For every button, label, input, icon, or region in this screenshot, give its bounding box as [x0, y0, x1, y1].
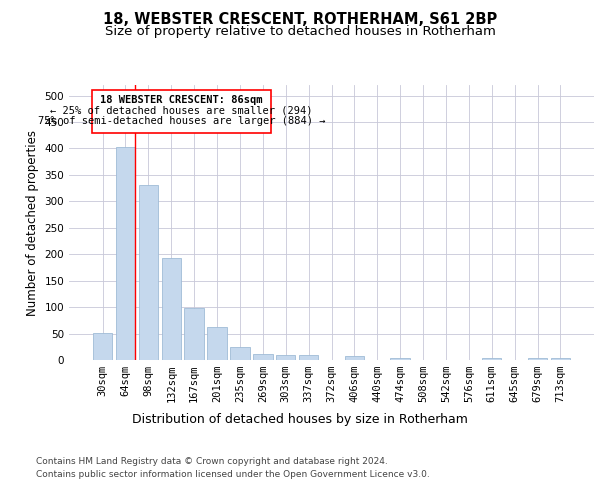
Bar: [184, 308, 204, 360]
Bar: [551, 358, 570, 360]
Y-axis label: Number of detached properties: Number of detached properties: [26, 130, 39, 316]
Text: 18, WEBSTER CRESCENT, ROTHERHAM, S61 2BP: 18, WEBSTER CRESCENT, ROTHERHAM, S61 2BP: [103, 12, 497, 28]
Bar: [482, 358, 502, 360]
Bar: [299, 354, 319, 360]
Bar: [208, 327, 227, 360]
Bar: [528, 358, 547, 360]
Bar: [344, 356, 364, 360]
Text: Distribution of detached houses by size in Rotherham: Distribution of detached houses by size …: [132, 412, 468, 426]
FancyBboxPatch shape: [92, 90, 271, 132]
Bar: [139, 186, 158, 360]
Bar: [93, 332, 112, 360]
Bar: [391, 358, 410, 360]
Bar: [276, 354, 295, 360]
Text: ← 25% of detached houses are smaller (294): ← 25% of detached houses are smaller (29…: [50, 105, 313, 115]
Text: 75% of semi-detached houses are larger (884) →: 75% of semi-detached houses are larger (…: [38, 116, 325, 126]
Text: 18 WEBSTER CRESCENT: 86sqm: 18 WEBSTER CRESCENT: 86sqm: [100, 94, 263, 104]
Bar: [230, 348, 250, 360]
Text: Contains HM Land Registry data © Crown copyright and database right 2024.: Contains HM Land Registry data © Crown c…: [36, 458, 388, 466]
Bar: [116, 147, 135, 360]
Text: Contains public sector information licensed under the Open Government Licence v3: Contains public sector information licen…: [36, 470, 430, 479]
Bar: [161, 258, 181, 360]
Bar: [253, 354, 272, 360]
Text: Size of property relative to detached houses in Rotherham: Size of property relative to detached ho…: [104, 25, 496, 38]
